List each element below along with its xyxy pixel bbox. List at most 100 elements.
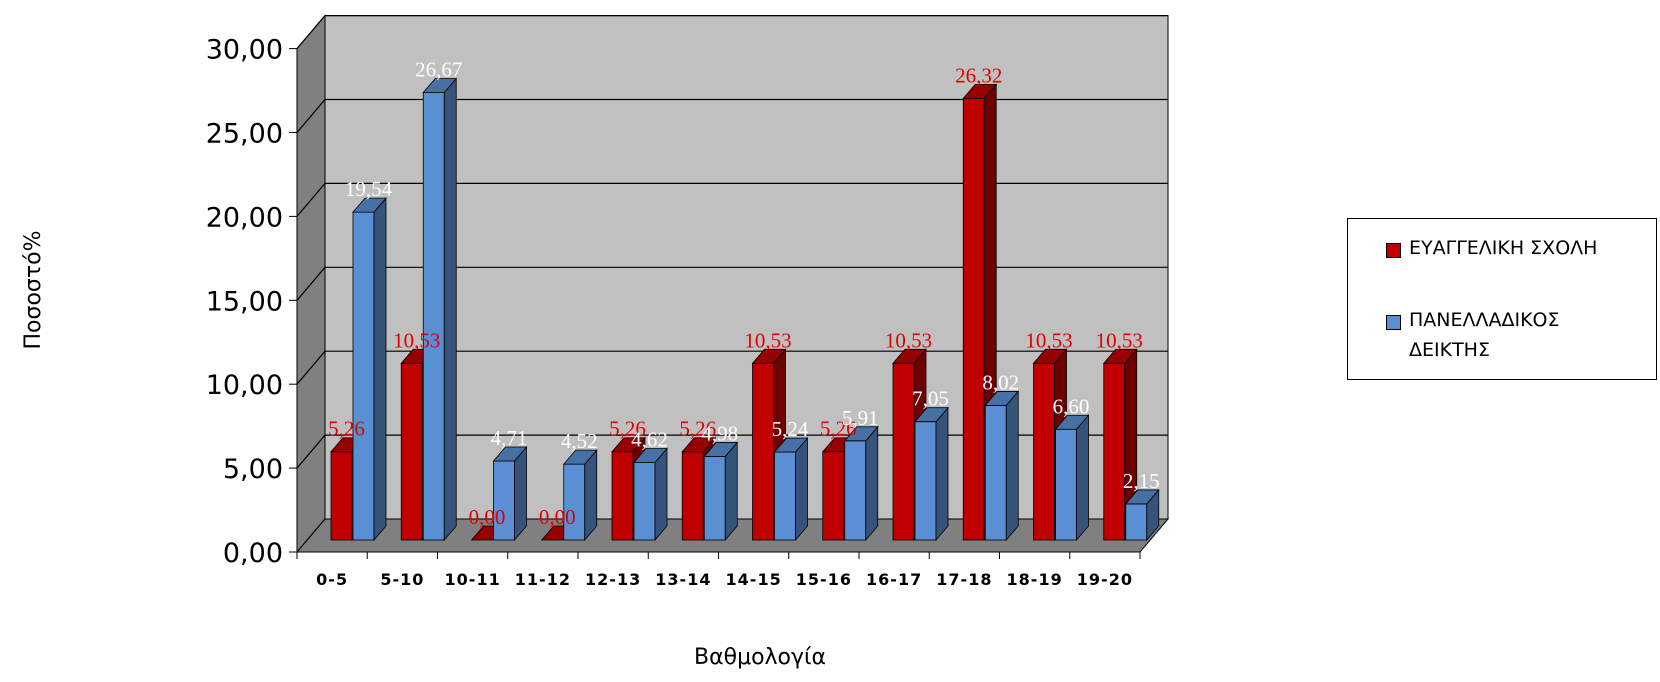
data-label-evangeliki: 5,26 bbox=[679, 417, 716, 441]
x-tick-label: 10-11 bbox=[445, 570, 501, 589]
x-tick-label: 17-18 bbox=[936, 570, 992, 589]
data-label-evangeliki: 10,53 bbox=[393, 328, 440, 352]
bar-top bbox=[681, 437, 717, 453]
bar-top bbox=[633, 448, 668, 463]
y-axis-ticks: 0,00 5,00 10,00 15,00 20,00 25,00 30,00 bbox=[206, 35, 298, 569]
bar-side bbox=[724, 441, 738, 542]
bar-top bbox=[422, 78, 458, 93]
x-axis-title: Βαθμολογία bbox=[694, 645, 826, 670]
bar-panelladikos bbox=[492, 445, 528, 542]
data-label-panelladikos: 4,62 bbox=[631, 427, 668, 451]
legend-swatch-red bbox=[1386, 243, 1401, 258]
y-tick-label: 10,00 bbox=[206, 370, 283, 401]
bar-side bbox=[865, 425, 879, 542]
x-tick-label: 11-12 bbox=[515, 570, 571, 589]
y-tick-label: 0,00 bbox=[223, 538, 283, 569]
bar-front bbox=[400, 362, 423, 541]
bars bbox=[330, 77, 1160, 542]
bar-top bbox=[1032, 348, 1068, 364]
bar-panelladikos bbox=[843, 425, 879, 542]
data-label-panelladikos: 5,91 bbox=[842, 406, 879, 430]
bar-side bbox=[443, 77, 457, 542]
bar-top bbox=[1054, 414, 1090, 430]
bar-panelladikos bbox=[773, 436, 809, 542]
bar-panelladikos bbox=[703, 441, 739, 542]
y-axis-title: Ποσοστό% bbox=[21, 231, 46, 350]
bar-front bbox=[681, 451, 704, 541]
gridline bbox=[296, 434, 1168, 469]
x-tick-label: 15-16 bbox=[796, 570, 852, 589]
x-axis-ticks: 0-5 5-10 10-11 11-12 12-13 13-14 14-15 15-16 16-… bbox=[296, 551, 1141, 589]
bar-top bbox=[984, 391, 1020, 406]
gridline bbox=[296, 182, 1168, 217]
bar-top bbox=[611, 437, 646, 453]
bar-front bbox=[822, 451, 845, 541]
data-label-panelladikos: 5,24 bbox=[772, 417, 809, 441]
legend-item-evangeliki: ΕΥΑΓΓΕΛΙΚΗ ΣΧΟΛΗ bbox=[1386, 237, 1639, 263]
data-label-panelladikos: 4,71 bbox=[491, 426, 528, 450]
bar-panelladikos bbox=[984, 390, 1020, 542]
bar-top bbox=[843, 426, 879, 442]
bar-front bbox=[611, 451, 634, 541]
bar-panelladikos bbox=[1124, 488, 1160, 542]
bar-top bbox=[773, 437, 809, 453]
bar-front bbox=[1125, 503, 1148, 541]
bar-top bbox=[703, 442, 739, 457]
data-label-panelladikos: 8,02 bbox=[982, 370, 1019, 394]
y-tick-label: 5,00 bbox=[223, 454, 283, 485]
data-label-evangeliki: 10,53 bbox=[885, 328, 932, 352]
data-label-panelladikos: 26,67 bbox=[415, 57, 462, 81]
bar-top bbox=[914, 407, 949, 423]
legend-label: ΕΥΑΓΓΕΛΙΚΗ ΣΧΟΛΗ bbox=[1409, 237, 1598, 259]
data-label-evangeliki: 5,26 bbox=[328, 417, 365, 441]
x-tick-label: 12-13 bbox=[585, 570, 641, 589]
bar-front bbox=[914, 421, 937, 541]
bar-front bbox=[774, 451, 796, 541]
bar-front bbox=[352, 211, 375, 541]
data-label-panelladikos: 4,98 bbox=[701, 421, 738, 445]
x-tick-label: 18-19 bbox=[1007, 570, 1063, 589]
data-label-evangeliki: 10,53 bbox=[1096, 328, 1143, 352]
legend-swatch-blue bbox=[1386, 315, 1401, 330]
legend-label: ΠΑΝΕΛΛΑΔΙΚΟΣ ΔΕΙΚΤΗΣ bbox=[1409, 309, 1560, 361]
bar-panelladikos bbox=[352, 197, 387, 542]
data-label-panelladikos: 7,05 bbox=[912, 387, 949, 411]
bar-front bbox=[633, 462, 656, 541]
x-tick-label: 16-17 bbox=[866, 570, 922, 589]
data-label-panelladikos: 4,52 bbox=[561, 429, 598, 453]
bar-top bbox=[352, 197, 387, 213]
gridline bbox=[296, 266, 1168, 301]
bar-top bbox=[1102, 348, 1138, 364]
bar-front bbox=[330, 451, 353, 541]
bar-front bbox=[752, 362, 774, 541]
data-label-evangeliki: 0,00 bbox=[539, 505, 576, 529]
bar-panelladikos bbox=[1054, 414, 1090, 542]
bar-front bbox=[984, 405, 1007, 541]
bar-evangeliki bbox=[1102, 348, 1138, 542]
data-label-evangeliki: 26,32 bbox=[955, 63, 1002, 87]
bar-side bbox=[935, 406, 949, 542]
bar-front bbox=[1033, 362, 1055, 541]
bar-front bbox=[962, 97, 985, 541]
data-label-panelladikos: 19,54 bbox=[345, 177, 393, 201]
bar-top bbox=[962, 83, 998, 99]
bar-front bbox=[892, 362, 915, 541]
gridline bbox=[296, 98, 1168, 133]
bar-top bbox=[562, 449, 598, 465]
x-tick-label: 0-5 bbox=[316, 570, 348, 589]
bar-side bbox=[514, 445, 527, 542]
y-tick-label: 20,00 bbox=[206, 202, 283, 233]
bar-top bbox=[492, 446, 528, 462]
bar-panelladikos bbox=[422, 77, 458, 542]
x-tick-label: 14-15 bbox=[726, 570, 782, 589]
data-label-evangeliki: 10,53 bbox=[1025, 328, 1072, 352]
bar-side bbox=[1005, 390, 1019, 542]
bar-top bbox=[751, 348, 787, 364]
bar-top bbox=[1124, 489, 1160, 505]
y-tick-label: 25,00 bbox=[206, 119, 283, 150]
bar-front bbox=[1103, 362, 1126, 541]
bar-front bbox=[844, 440, 867, 541]
bar-front bbox=[422, 92, 445, 541]
x-tick-label: 19-20 bbox=[1077, 570, 1133, 589]
